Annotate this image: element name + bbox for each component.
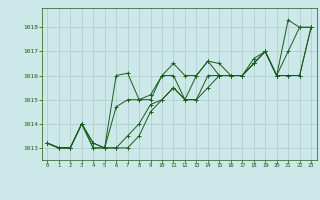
Text: Graphe pression niveau de la mer (hPa): Graphe pression niveau de la mer (hPa) (72, 185, 248, 194)
